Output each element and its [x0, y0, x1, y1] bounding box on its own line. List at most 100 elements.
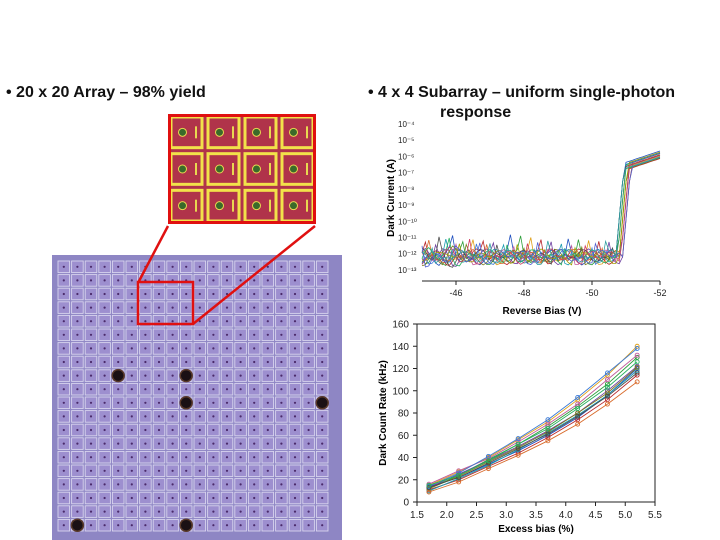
array-cell-diode [144, 510, 147, 513]
array-cell-diode [103, 360, 106, 364]
array-cell-diode [293, 360, 297, 364]
dcr-series-line [428, 367, 638, 490]
array-cell-diode [266, 292, 269, 296]
dcr-x-tick: 2.5 [470, 510, 484, 521]
dcr-x-tick: 5.5 [648, 510, 662, 521]
array-cell-diode [62, 496, 65, 500]
dcr-x-tick: 2.0 [440, 510, 454, 521]
zoom-cell-label-mark [232, 126, 234, 139]
array-cell-diode [280, 292, 283, 296]
dcr-series-line [428, 354, 638, 485]
array-cell-diode [157, 279, 161, 282]
array-cell-diode [321, 306, 324, 309]
array-cell-diode [293, 292, 297, 296]
array-cell-diode [225, 401, 229, 404]
dcr-data-point [575, 417, 581, 423]
array-cell-diode [89, 442, 93, 445]
dcr-data-point [515, 452, 521, 458]
dark-current-series-line [421, 156, 661, 266]
array-cell-diode [321, 347, 324, 350]
array-cell-diode [157, 320, 161, 323]
array-cell-diode [103, 496, 106, 500]
dcr-data-point [515, 446, 521, 452]
array-cell-diode [198, 279, 201, 282]
array-cell-diode [89, 374, 93, 377]
array-cell-diode [130, 483, 133, 486]
zoom-cell-label-mark [232, 163, 234, 175]
array-cell-diode [266, 483, 269, 486]
array-cell-diode [157, 401, 161, 404]
array-cell-diode [144, 333, 147, 336]
array-cell-diode [144, 388, 147, 391]
array-cell-diode [117, 496, 120, 500]
array-cell-diode [62, 469, 65, 472]
dcr-x-tick: 4.5 [589, 510, 603, 521]
array-cell-diode [171, 510, 174, 513]
dcr-plot-frame [416, 323, 656, 503]
array-cell-diode [253, 333, 256, 336]
dark-current-chart: 10⁻⁴ 10⁻⁵ 10⁻⁶ 10⁻⁷ 10⁻⁸ 10⁻⁹ 10⁻¹⁰ 10⁻¹¹ 10⁻¹² 1… [386, 120, 667, 317]
array-cell-diode [103, 388, 106, 391]
array-cell-diode [144, 347, 147, 350]
dcr-y-tick: 140 [392, 342, 409, 353]
dcr-series-line [428, 365, 638, 488]
array-cell-diode [293, 333, 297, 336]
dcr-data-point [545, 435, 551, 440]
array-cell-diode [280, 456, 283, 459]
dcr-data-point [604, 401, 610, 407]
array-cell-diode [280, 510, 283, 513]
array-cell-diode [157, 469, 161, 472]
dcr-series-line [428, 381, 638, 493]
array-cell-diode [130, 524, 133, 527]
array-cell-diode [280, 306, 283, 309]
array-cell-diode [130, 265, 133, 268]
array-defects [70, 368, 329, 532]
array-cell-diode [253, 469, 256, 472]
array-cell-diode [171, 442, 174, 445]
array-cell-diode [62, 510, 65, 513]
zoom-diode [215, 127, 224, 137]
array-cell-diode [144, 428, 147, 432]
array-cell-diode [225, 306, 229, 309]
dcr-x-tick: 1.5 [410, 510, 424, 521]
array-cell-diode [307, 292, 310, 296]
dcr-data-point [634, 379, 640, 385]
array-cell-diode [253, 496, 256, 500]
array-cell-diode [321, 442, 324, 445]
array-cell-diode [321, 374, 324, 377]
array-cell-diode [62, 374, 65, 377]
array-cell-diode [144, 279, 147, 282]
array-cell-diode [239, 265, 242, 268]
array-cell-diode [212, 496, 215, 500]
dcr-y-tick: 60 [398, 431, 410, 442]
array-cell-diode [266, 469, 269, 472]
dcr-data-point [545, 426, 551, 432]
array-cell-diode [212, 469, 215, 472]
array-cell-diode [307, 279, 310, 282]
array-cell-diode [198, 496, 201, 500]
array-cell-diode [103, 347, 106, 350]
array-cell-diode [130, 442, 133, 445]
dcr-data-point [634, 352, 640, 358]
zoom-border [168, 114, 316, 224]
zoom-diode [178, 201, 187, 211]
dark-current-x-tick: -52 [653, 288, 666, 298]
dark-current-x-tick: -50 [585, 288, 598, 298]
dark-current-series-line [421, 154, 661, 265]
dcr-y-tick: 120 [392, 364, 409, 375]
array-cell-diode [185, 388, 188, 391]
dcr-data-point [634, 359, 640, 365]
dark-current-y-tick: 10⁻¹² [398, 250, 417, 259]
array-cell-diode [117, 320, 120, 323]
array-cell-diode [171, 360, 174, 364]
array-cell-diode [185, 347, 188, 350]
array-cell-diode [76, 360, 79, 364]
array-cell-diode [198, 510, 201, 513]
array-cell-diode [293, 496, 297, 500]
dark-current-series-line [421, 157, 661, 267]
bullet-4x4-subarray-cont: response [440, 104, 512, 121]
array-cell-diode [103, 265, 106, 268]
array-cell-diode [171, 320, 174, 323]
array-cell-diode [253, 428, 256, 432]
dcr-series-line [428, 348, 638, 487]
